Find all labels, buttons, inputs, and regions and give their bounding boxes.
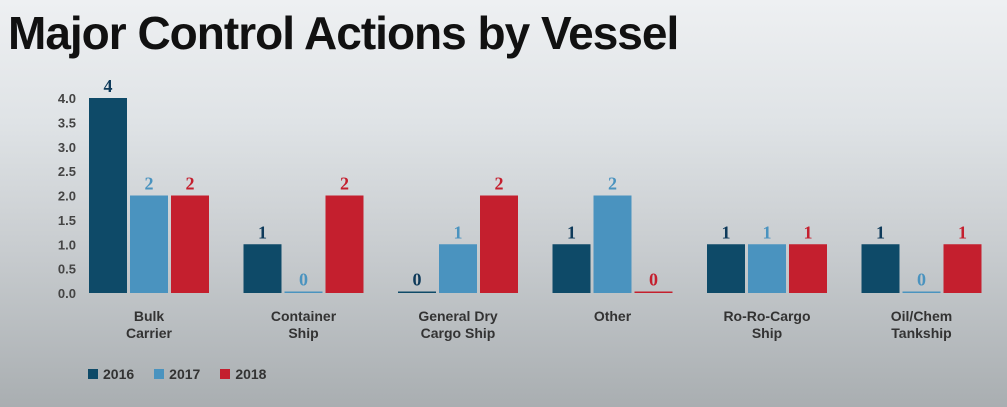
x-category-label: Bulk Carrier	[126, 308, 172, 341]
bar-2017	[748, 244, 786, 293]
y-tick-label: 1.5	[58, 213, 76, 228]
legend-swatch-2016	[88, 369, 98, 379]
bar-2017	[284, 291, 323, 293]
bar-value-label: 2	[145, 174, 154, 194]
legend-item-2018: 2018	[220, 366, 266, 382]
bar-value-label: 2	[495, 174, 504, 194]
y-tick-label: 3.0	[58, 140, 76, 155]
bar-2016	[707, 244, 745, 293]
bar-2018	[634, 291, 673, 293]
bar-value-label: 0	[413, 270, 422, 290]
legend: 2016 2017 2018	[88, 366, 266, 382]
y-tick-label: 4.0	[58, 91, 76, 106]
x-category-label-line: Oil/Chem	[891, 308, 952, 324]
x-category-label-line: General Dry	[418, 308, 498, 324]
bar-2016	[243, 244, 282, 293]
legend-label-2017: 2017	[169, 366, 201, 382]
x-category-label: General Dry Cargo Ship	[418, 308, 498, 341]
bar-value-label: 2	[340, 174, 349, 194]
bar-2016	[89, 98, 127, 293]
bar-2016	[398, 291, 436, 293]
y-tick-label: 0.5	[58, 262, 76, 277]
x-category-label: Container Ship	[271, 308, 337, 341]
bar-2016	[552, 244, 591, 293]
bar-value-label: 1	[722, 222, 731, 242]
x-category-label-line: Ship	[288, 325, 318, 341]
bar-value-label: 1	[876, 222, 885, 242]
bar-value-label: 0	[917, 270, 926, 290]
x-category-label-line: Ship	[752, 325, 782, 341]
legend-item-2016: 2016	[88, 366, 134, 382]
bar-value-label: 1	[258, 222, 267, 242]
bar-2018	[171, 195, 209, 293]
y-tick-label: 2.5	[58, 164, 76, 179]
legend-label-2016: 2016	[103, 366, 135, 382]
x-category-label: Oil/Chem Tankship	[891, 308, 952, 341]
x-category-label-line: Other	[594, 308, 632, 324]
bar-2018	[480, 195, 518, 293]
x-category-label-line: Carrier	[126, 325, 172, 341]
legend-swatch-2018	[220, 369, 231, 379]
bar-value-label: 1	[454, 222, 463, 242]
y-tick-label: 3.5	[58, 115, 76, 130]
x-category-label-line: Cargo Ship	[421, 325, 496, 341]
bar-2018	[943, 244, 982, 293]
y-tick-label: 1.0	[58, 237, 76, 252]
bar-2018	[789, 244, 827, 293]
x-category-label-line: Container	[271, 308, 337, 324]
bar-value-label: 2	[608, 174, 617, 194]
bar-value-label: 1	[958, 222, 967, 242]
bar-value-label: 1	[804, 222, 813, 242]
y-tick-label: 0.0	[58, 286, 76, 301]
legend-swatch-2017	[154, 369, 165, 379]
y-tick-label: 2.0	[58, 189, 76, 204]
x-category-label: Other	[594, 308, 632, 324]
bar-value-label: 2	[186, 174, 195, 194]
chart-title: Major Control Actions by Vessel	[8, 7, 679, 59]
bar-2017	[439, 244, 477, 293]
bar-value-label: 1	[567, 222, 576, 242]
bar-2018	[325, 195, 364, 293]
x-category-label-line: Ro-Ro-Cargo	[723, 308, 810, 324]
bar-2017	[593, 195, 632, 293]
legend-label-2018: 2018	[235, 366, 267, 382]
bar-2016	[861, 244, 900, 293]
bar-value-label: 4	[104, 76, 113, 96]
bar-value-label: 1	[763, 222, 772, 242]
bar-value-label: 0	[299, 270, 308, 290]
x-category-label-line: Bulk	[134, 308, 165, 324]
bar-2017	[130, 195, 168, 293]
legend-item-2017: 2017	[154, 366, 200, 382]
x-category-label-line: Tankship	[891, 325, 951, 341]
bar-value-label: 0	[649, 270, 658, 290]
bar-2017	[902, 291, 941, 293]
x-category-label: Ro-Ro-Cargo Ship	[723, 308, 810, 341]
